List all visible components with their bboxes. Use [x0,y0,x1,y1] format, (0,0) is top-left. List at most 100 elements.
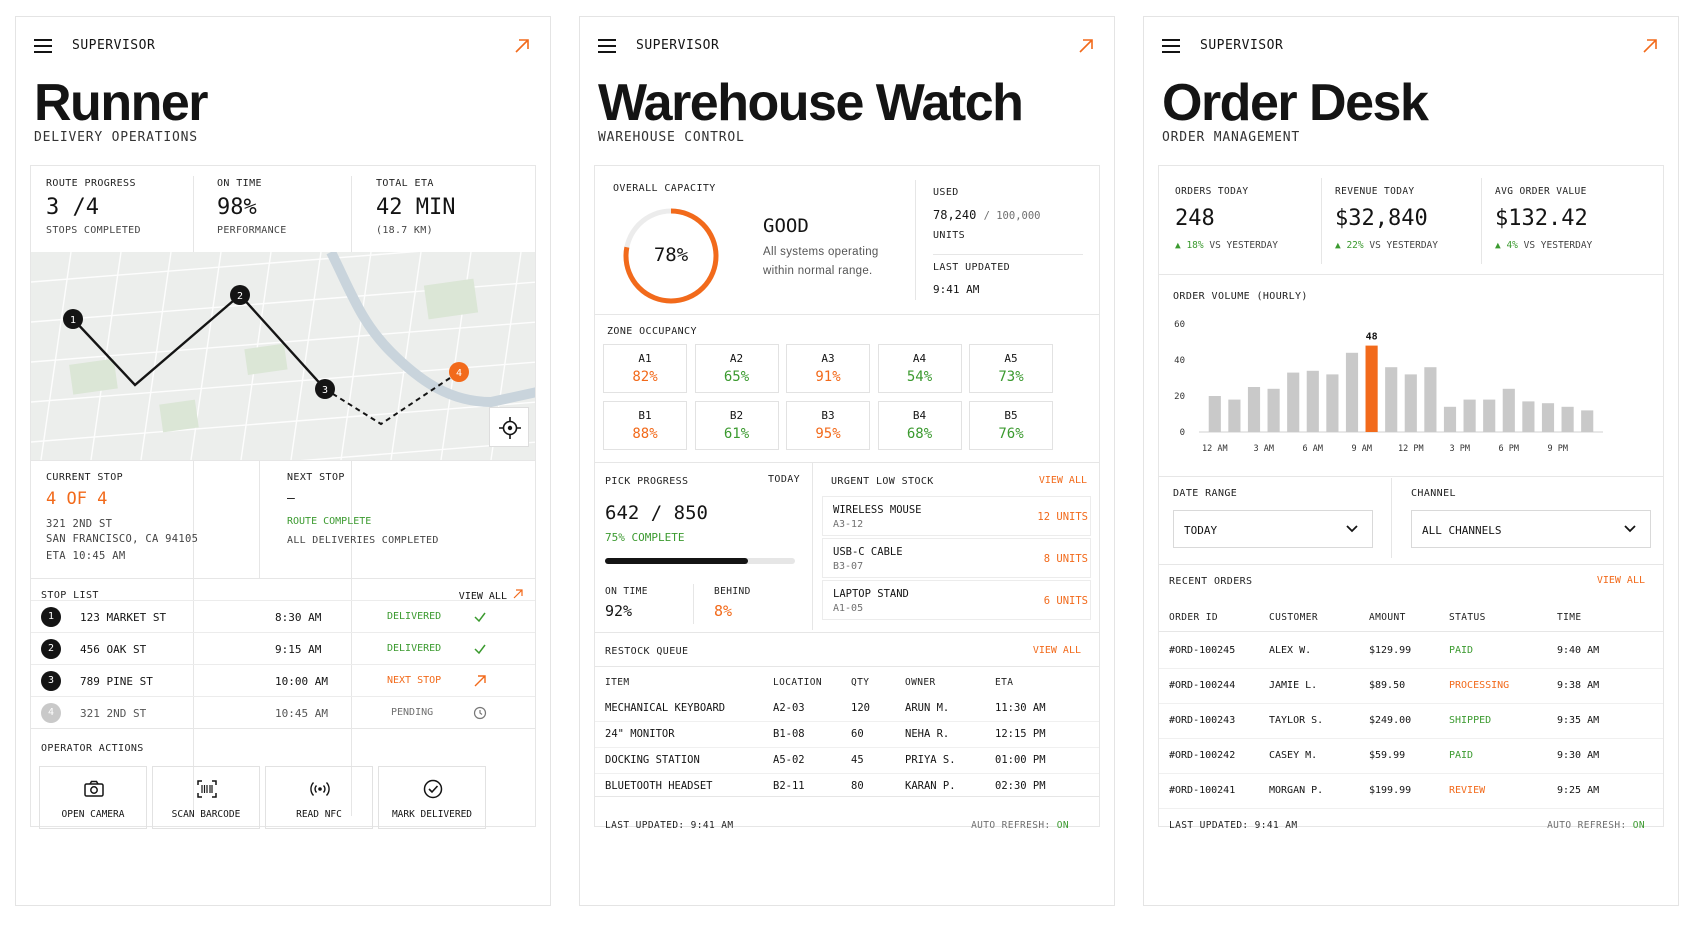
menu-icon[interactable] [34,39,52,53]
low-stock-item[interactable]: WIRELESS MOUSE A3-12 12 UNITS [822,496,1091,536]
column-header: AMOUNT [1369,612,1406,623]
bar-highlight[interactable] [1365,345,1378,432]
stop-address: 321 2ND ST [80,707,147,720]
zone-tile[interactable]: B3 95% [786,401,870,450]
stop-number: 3 [41,671,61,691]
order-customer: MORGAN P. [1269,785,1324,796]
zone-tile[interactable]: B2 61% [694,401,779,450]
map-stop-1[interactable]: 1 [70,315,76,326]
stop-row[interactable]: 1 123 MARKET ST 8:30 AM DELIVERED [31,600,535,632]
bar[interactable] [1385,367,1398,432]
bar[interactable] [1483,399,1496,432]
zone-name: B3 [821,409,835,422]
read-nfc-button[interactable]: READ NFC [265,766,373,829]
menu-icon[interactable] [1162,39,1180,53]
bar[interactable] [1443,406,1457,432]
locate-button[interactable] [489,407,529,447]
page-title: Runner [34,74,209,132]
kpi-delta-note: VS YESTERDAY [1523,240,1593,251]
zone-tile[interactable]: B4 68% [877,401,962,450]
order-id: #ORD-100244 [1169,680,1236,691]
open-camera-button[interactable]: OPEN CAMERA [39,766,147,829]
external-link-icon[interactable] [512,36,532,56]
stop-row[interactable]: 2 456 OAK ST 9:15 AM DELIVERED [31,632,535,664]
next-stop-status: ROUTE COMPLETE [287,516,372,527]
route-map[interactable]: 1 2 3 4 [31,252,535,460]
restock-view-all[interactable]: VIEW ALL [1032,645,1081,656]
bar[interactable] [1306,370,1319,432]
pick-complete: 75% COMPLETE [605,531,685,544]
capacity-percent: 78% [653,244,689,266]
zone-tile[interactable]: A4 54% [877,344,962,393]
order-amount: $129.99 [1369,645,1412,656]
channel-select[interactable]: ALL CHANNELS [1411,510,1651,548]
warehouse-panel: SUPERVISOR Warehouse Watch WAREHOUSE CON… [579,16,1115,906]
stat-sub: STOPS COMPLETED [46,225,141,236]
map-stop-2[interactable]: 2 [237,291,243,302]
map-stop-4[interactable]: 4 [456,368,462,379]
mark-delivered-button[interactable]: MARK DELIVERED [378,766,486,829]
bar[interactable] [1208,396,1221,432]
menu-icon[interactable] [598,39,616,53]
auto-refresh-state[interactable]: ON [1056,820,1069,831]
bar[interactable] [1228,399,1241,432]
bar[interactable] [1463,399,1476,432]
external-link-icon[interactable] [1640,36,1660,56]
recent-orders-view-all[interactable]: VIEW ALL [1596,575,1645,586]
restock-cell: DOCKING STATION [605,754,700,766]
bar[interactable] [1267,388,1280,432]
zone-tile[interactable]: B1 88% [603,401,687,450]
table-row[interactable]: #ORD-100243 TAYLOR S. $249.00 SHIPPED 9:35 A… [1159,704,1663,739]
zone-name: A3 [821,352,835,365]
x-tick-label: 12 PM [1398,444,1424,454]
date-range-select[interactable]: TODAY [1173,510,1373,548]
bar[interactable] [1522,401,1535,432]
stat-value: 42 MIN [376,195,456,220]
zone-tile[interactable]: B5 76% [969,401,1053,450]
bar[interactable] [1345,352,1359,432]
bar[interactable] [1581,410,1594,432]
pick-period: TODAY [768,474,801,485]
zone-tile[interactable]: A2 65% [694,344,779,393]
stop-row[interactable]: 4 321 2ND ST 10:45 AM PENDING [31,696,535,728]
low-stock-item[interactable]: USB-C CABLE B3-07 8 UNITS [822,538,1091,578]
stop-address: 789 PINE ST [80,675,153,688]
low-stock-view-all[interactable]: VIEW ALL [1038,475,1087,486]
table-row[interactable]: #ORD-100242 CASEY M. $59.99 PAID 9:30 AM [1159,739,1663,774]
column-header: QTY [851,677,870,688]
bar[interactable] [1404,374,1417,432]
restock-cell: PRIYA S. [905,754,956,766]
zone-tile[interactable]: A1 82% [603,344,687,393]
table-row[interactable]: #ORD-100241 MORGAN P. $199.99 REVIEW 9:25 AM [1159,774,1663,809]
arrow-up-right-icon [474,675,486,687]
auto-refresh-state[interactable]: ON [1632,820,1645,831]
low-stock-item[interactable]: LAPTOP STAND A1-05 6 UNITS [822,580,1091,620]
bar[interactable] [1561,406,1574,432]
order-status: PROCESSING [1449,680,1510,691]
x-tick-label: 6 PM [1499,444,1519,454]
bar[interactable] [1287,372,1300,432]
stat-sub: PERFORMANCE [217,225,287,236]
map-stop-3[interactable]: 3 [322,385,328,396]
table-row[interactable]: #ORD-100244 JAMIE L. $89.50 PROCESSING 9:38 … [1159,669,1663,704]
table-row[interactable]: #ORD-100245 ALEX W. $129.99 PAID 9:40 AM [1159,634,1663,669]
bar[interactable] [1541,403,1555,432]
behind: BEHIND 8% [714,586,751,620]
zone-name: B2 [729,409,744,422]
bar[interactable] [1424,367,1437,432]
stop-row[interactable]: 3 789 PINE ST 10:00 AM NEXT STOP [31,664,535,696]
bar[interactable] [1247,387,1261,432]
bar[interactable] [1326,374,1339,432]
column-header: STATUS [1449,612,1486,623]
used-total: / 100,000 [983,210,1041,222]
bar[interactable] [1502,388,1515,432]
low-stock-qty: 12 UNITS [1037,511,1088,523]
kpi-delta-note: VS YESTERDAY [1209,240,1278,251]
kpi-delta: ▲ 4% VS YESTERDAY [1495,240,1592,251]
zone-tile[interactable]: A5 73% [969,344,1053,393]
external-link-icon[interactable] [1076,36,1096,56]
scan-barcode-button[interactable]: SCAN BARCODE [152,766,260,829]
date-range-label: DATE RANGE [1173,488,1238,499]
zone-tile[interactable]: A3 91% [786,344,870,393]
stop-list-view-all[interactable]: VIEW ALL [459,589,523,602]
